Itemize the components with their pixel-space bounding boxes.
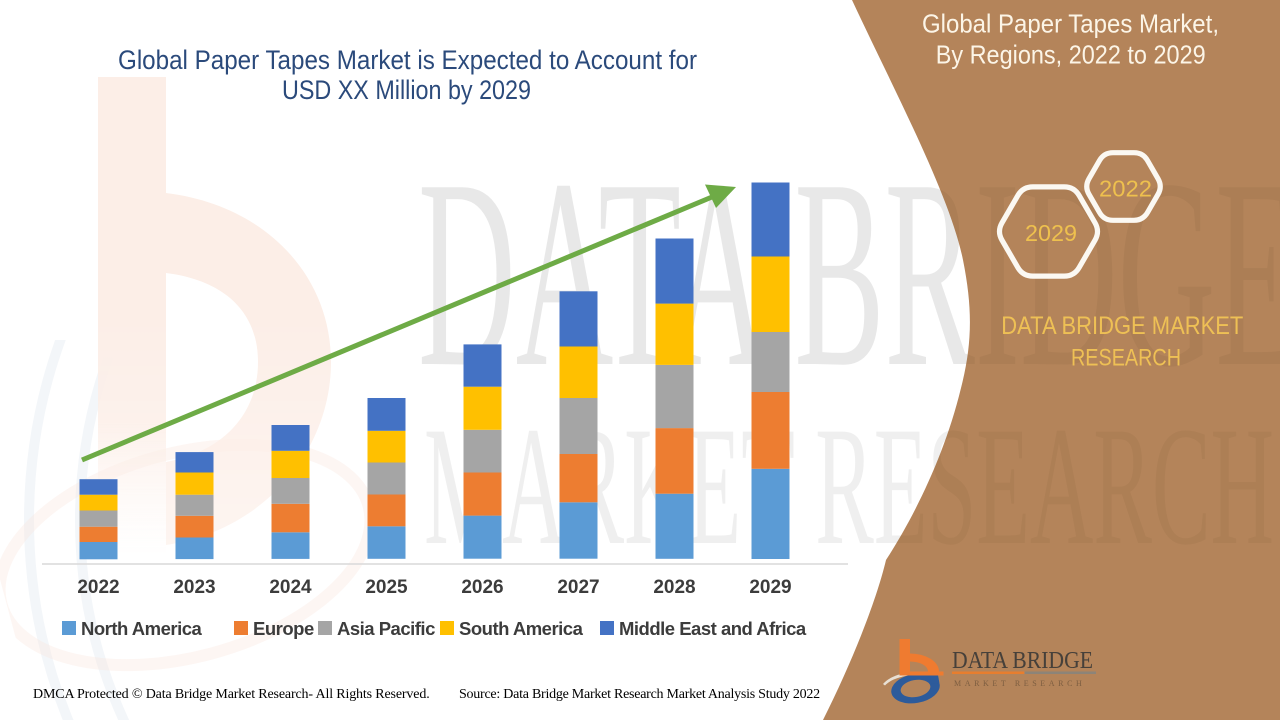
svg-text:By Regions, 2022 to 2029: By Regions, 2022 to 2029 xyxy=(936,40,1206,70)
svg-text:RESEARCH: RESEARCH xyxy=(1071,345,1181,372)
svg-text:2029: 2029 xyxy=(1025,220,1077,246)
svg-text:DATA BRIDGE: DATA BRIDGE xyxy=(418,124,1280,423)
svg-text:2022: 2022 xyxy=(1099,176,1152,202)
svg-text:MARKET RESEARCH: MARKET RESEARCH xyxy=(954,679,1085,688)
svg-text:Global Paper Tapes Market,: Global Paper Tapes Market, xyxy=(922,9,1219,39)
svg-text:MARKET RESEARCH: MARKET RESEARCH xyxy=(424,392,1274,580)
svg-text:DATA BRIDGE: DATA BRIDGE xyxy=(952,648,1093,674)
svg-text:USD XX Million by 2029: USD XX Million by 2029 xyxy=(282,75,531,105)
svg-text:Global Paper Tapes Market is E: Global Paper Tapes Market is Expected to… xyxy=(118,45,697,75)
svg-text:DATA BRIDGE MARKET: DATA BRIDGE MARKET xyxy=(1001,312,1243,340)
